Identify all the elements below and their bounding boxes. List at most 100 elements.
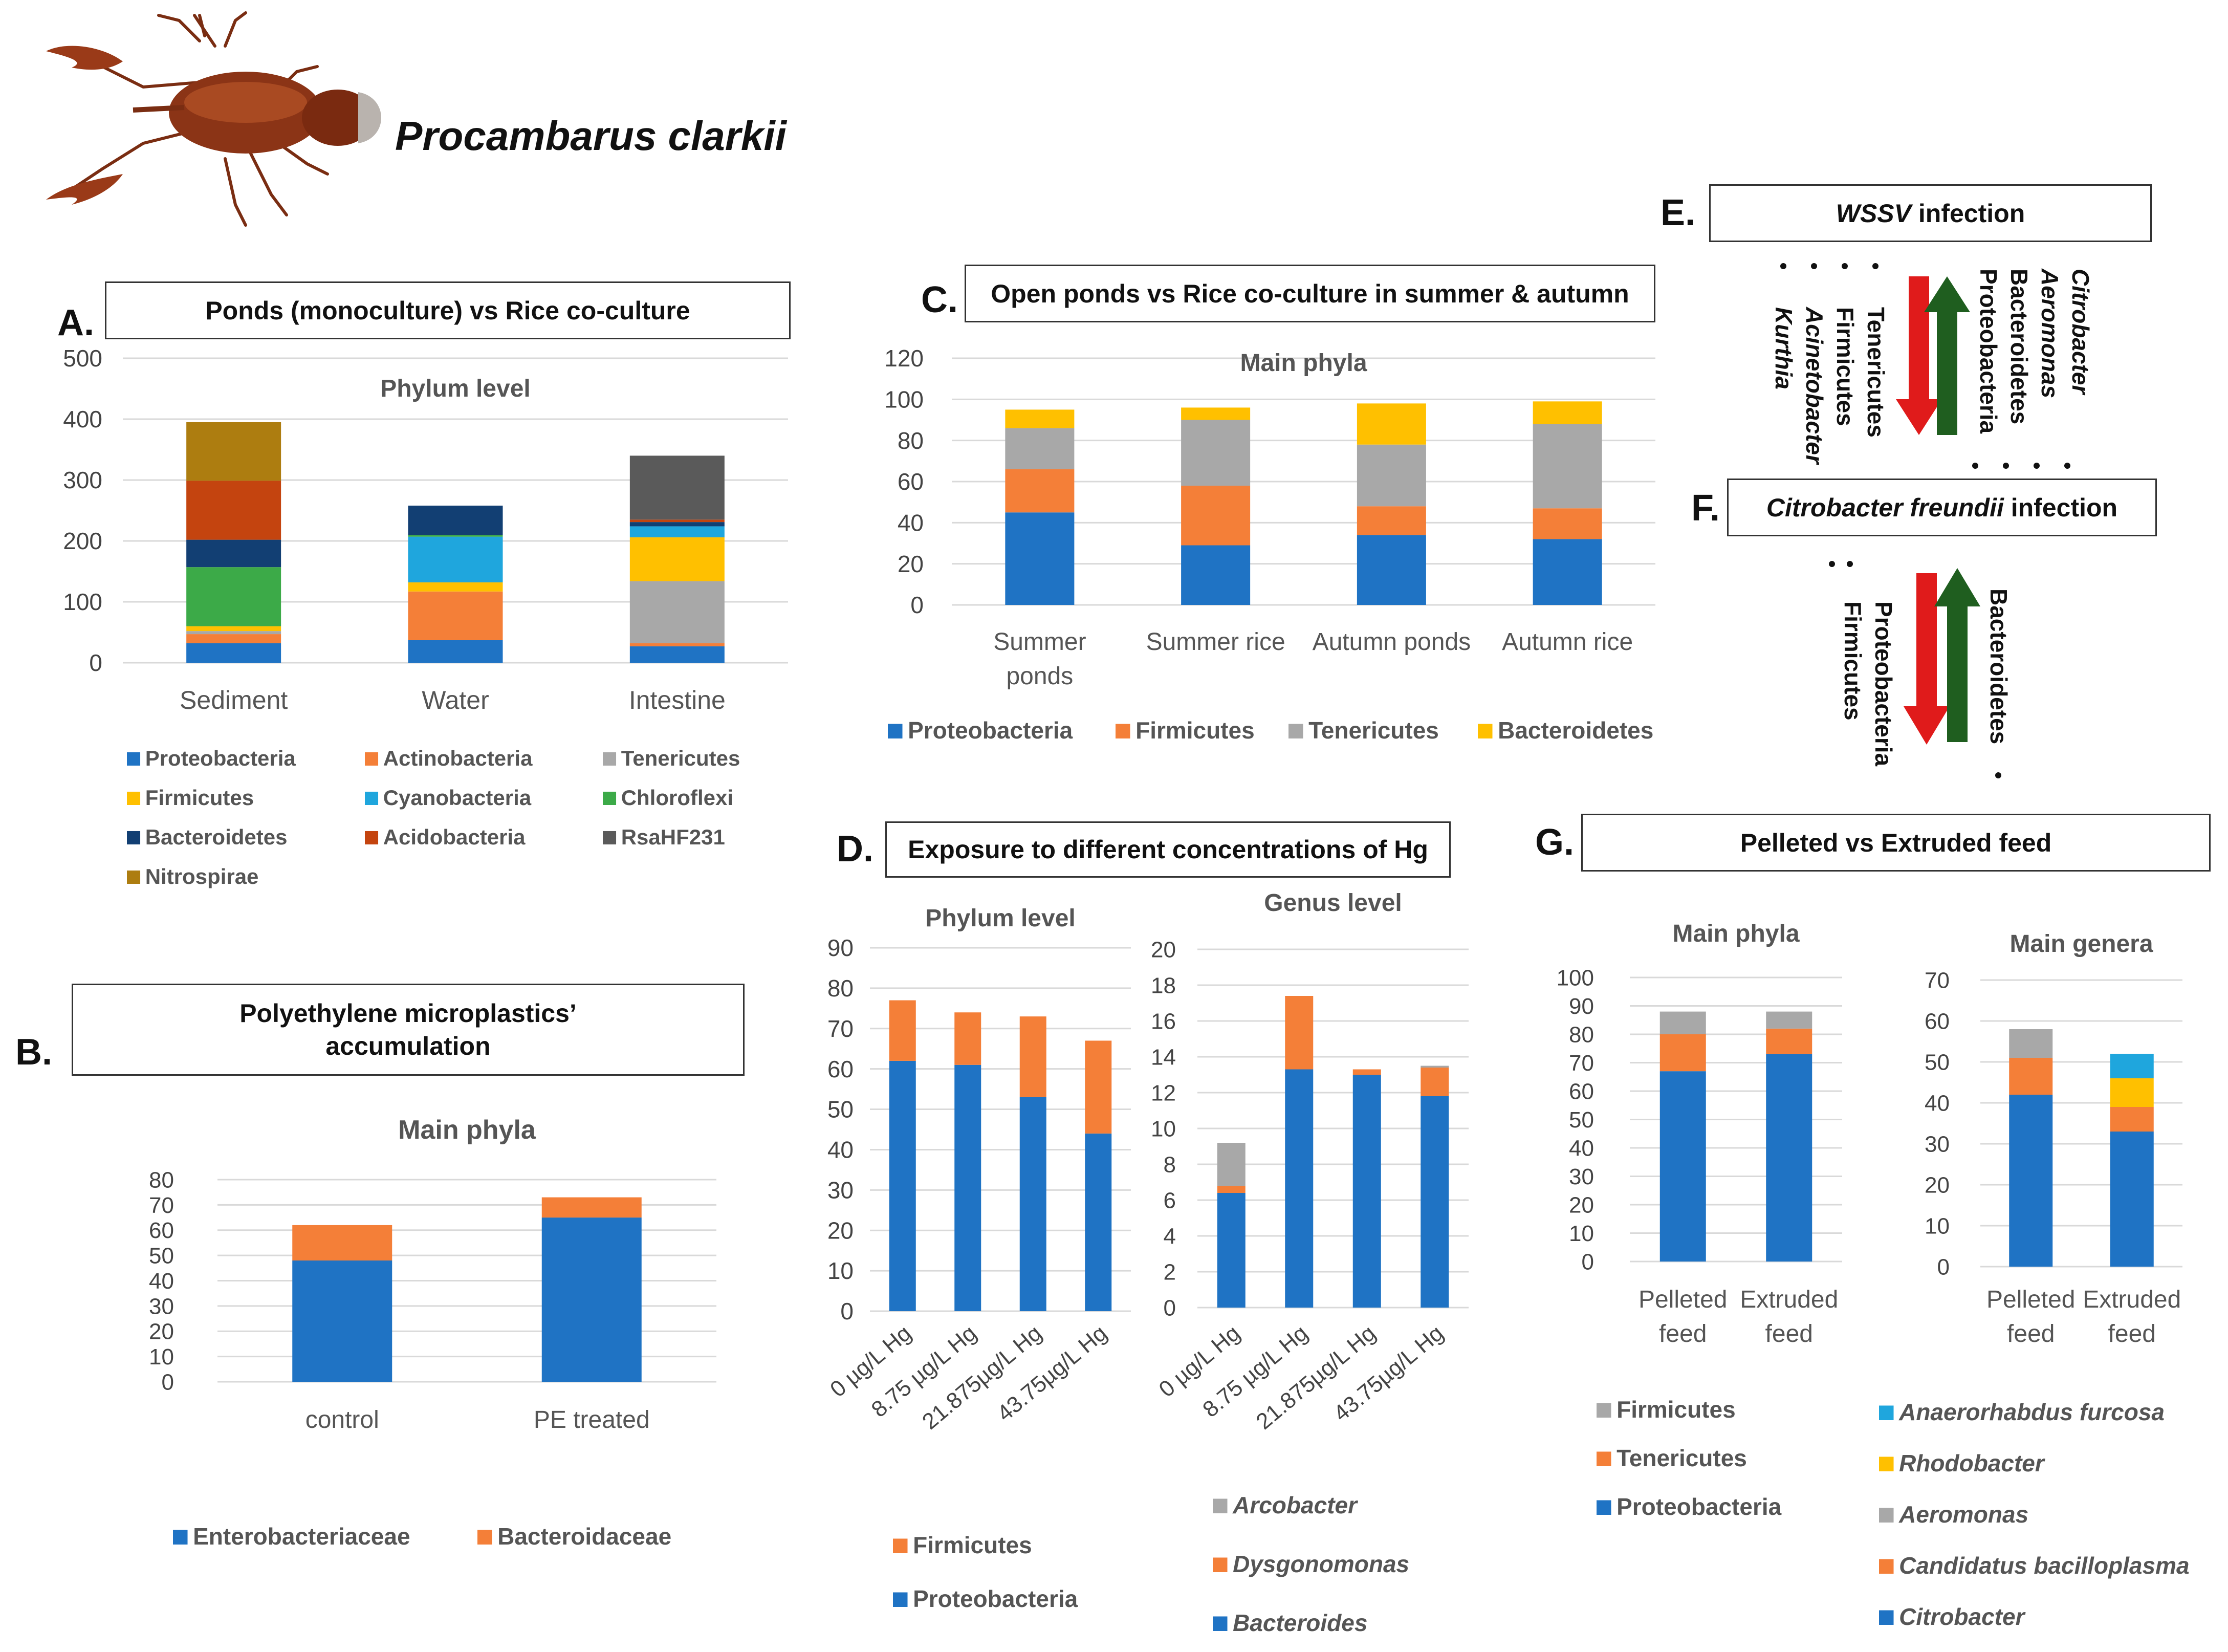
legend-swatch: [1116, 724, 1130, 738]
bar-segment: [1533, 508, 1602, 539]
legend-label: Bacteroidetes: [1498, 717, 1653, 744]
y-tick-label: 2: [1164, 1259, 1176, 1285]
y-tick-label: 50: [149, 1244, 174, 1269]
legend-item: Rhodobacter: [1879, 1450, 2045, 1476]
x-tick-label: Extruded feed: [1740, 1286, 1838, 1347]
bar-segment: [1085, 1040, 1112, 1134]
legend-swatch: [127, 870, 141, 884]
panel-a-title: Ponds (monoculture) vs Rice co-culture: [105, 281, 791, 339]
y-tick-label: 80: [1569, 1022, 1594, 1047]
legend-label: Aeromonas: [1898, 1501, 2028, 1528]
bar-segment: [629, 455, 725, 520]
bar-segment: [1285, 1069, 1314, 1308]
legend-swatch: [1597, 1403, 1611, 1418]
legend-swatch: [1879, 1508, 1894, 1523]
legend-label: Enterobacteriaceae: [193, 1523, 410, 1550]
legend-swatch: [1879, 1405, 1894, 1420]
bar-segment: [629, 519, 725, 523]
panel-b-title: Polyethylene microplastics’ accumulation: [72, 984, 745, 1076]
legend-swatch: [1879, 1559, 1894, 1574]
up-arrow-e: [1924, 276, 1970, 435]
bar-segment: [1352, 1069, 1381, 1075]
x-tick-label: Sediment: [180, 686, 288, 714]
y-tick-label: 30: [149, 1294, 174, 1319]
legend-label: Firmicutes: [1135, 717, 1255, 744]
legend-item: Aeromonas: [1879, 1501, 2028, 1528]
legend-item: Dysgonomonas: [1213, 1551, 1409, 1577]
y-tick-label: 20: [1151, 937, 1176, 962]
legend-item: Proteobacteria: [1597, 1493, 1782, 1520]
up-taxon: Aeromonas: [2037, 268, 2063, 398]
legend-item: Bacteroides: [1213, 1610, 1367, 1636]
bar-segment: [1181, 545, 1251, 605]
panel-letter-c: C.: [921, 279, 958, 320]
legend-swatch: [1879, 1610, 1894, 1625]
y-tick-label: 10: [827, 1257, 854, 1284]
bar-segment: [2110, 1078, 2154, 1107]
x-tick-label: Intestine: [629, 686, 726, 714]
panel-letter-d: D.: [837, 829, 873, 870]
legend-d1: Firmicutes Proteobacteria: [893, 1532, 1078, 1612]
legend-swatch: [888, 724, 903, 738]
legend-item: Arcobacter: [1213, 1492, 1358, 1518]
y-tick-label: 14: [1151, 1045, 1176, 1070]
bar-segment: [408, 536, 503, 582]
y-tick-label: 90: [827, 934, 854, 961]
bar-segment: [186, 422, 281, 481]
down-taxon: Firmicutes: [1832, 307, 1859, 426]
chart-title: Main phyla: [1672, 920, 1799, 947]
legend-swatch: [1213, 1557, 1228, 1572]
up-taxon: Proteobacteria: [1975, 269, 2002, 434]
legend-swatch: [1213, 1616, 1228, 1631]
legend-swatch: [365, 831, 379, 844]
bar-segment: [629, 581, 725, 643]
chart-a: 0 100 200 300 400 500 Phylum level Sediment Wate…: [63, 345, 788, 714]
bullet: [1829, 561, 1835, 567]
legend-label: Nitrospirae: [145, 864, 259, 888]
bar-segment: [1766, 1028, 1812, 1054]
bar-segment: [408, 640, 503, 663]
down-taxon: Kurthia: [1771, 307, 1797, 389]
bar-segment: [1181, 407, 1251, 420]
y-tick-label: 20: [1569, 1192, 1594, 1218]
legend-label: Tenericutes: [1617, 1445, 1747, 1471]
y-tick-label: 4: [1164, 1224, 1176, 1249]
legend-b: Enterobacteriaceae Bacteroidaceae: [173, 1523, 671, 1550]
y-tick-label: 12: [1151, 1080, 1176, 1105]
x-tick-label: Pelleted feed: [1986, 1286, 2075, 1347]
bar-segment: [2009, 1058, 2053, 1095]
legend-item: Firmicutes: [1116, 717, 1255, 744]
panel-d-title: Exposure to different concentrations of …: [885, 821, 1451, 878]
bar-segment: [1019, 1016, 1046, 1097]
legend-item: Anaerorhabdus furcosa: [1879, 1399, 2165, 1425]
legend-item: Acidobacteria: [365, 825, 526, 849]
legend-item: Bacteroidaceae: [477, 1523, 671, 1550]
bar-segment: [1181, 420, 1251, 486]
bar-segment: [1533, 424, 1602, 509]
bullet: [2003, 463, 2009, 469]
bullet: [2064, 463, 2070, 469]
x-tick-label: Autumn rice: [1502, 628, 1633, 656]
legend-item: Bacteroidetes: [127, 825, 287, 849]
y-tick-label: 0: [1582, 1249, 1594, 1274]
bar-segment: [2009, 1095, 2053, 1267]
y-tick-label: 30: [827, 1177, 854, 1203]
bar-segment: [186, 634, 281, 643]
legend-swatch: [365, 752, 379, 766]
y-tick-label: 0: [89, 649, 102, 676]
bar-segment: [889, 1060, 916, 1311]
bar-segment: [1217, 1143, 1246, 1186]
panel-letter-a: A.: [57, 302, 94, 343]
bar-segment: [954, 1012, 981, 1065]
legend-item: Firmicutes: [1597, 1396, 1736, 1423]
bullet: [1811, 263, 1817, 269]
legend-item: Proteobacteria: [893, 1585, 1078, 1612]
legend-swatch: [603, 791, 617, 805]
y-tick-label: 50: [1925, 1050, 1950, 1075]
legend-label: Proteobacteria: [145, 746, 296, 770]
bar-segment: [1533, 539, 1602, 605]
y-tick-label: 10: [1925, 1213, 1950, 1238]
legend-swatch: [603, 831, 617, 844]
legend-item: Enterobacteriaceae: [173, 1523, 410, 1550]
